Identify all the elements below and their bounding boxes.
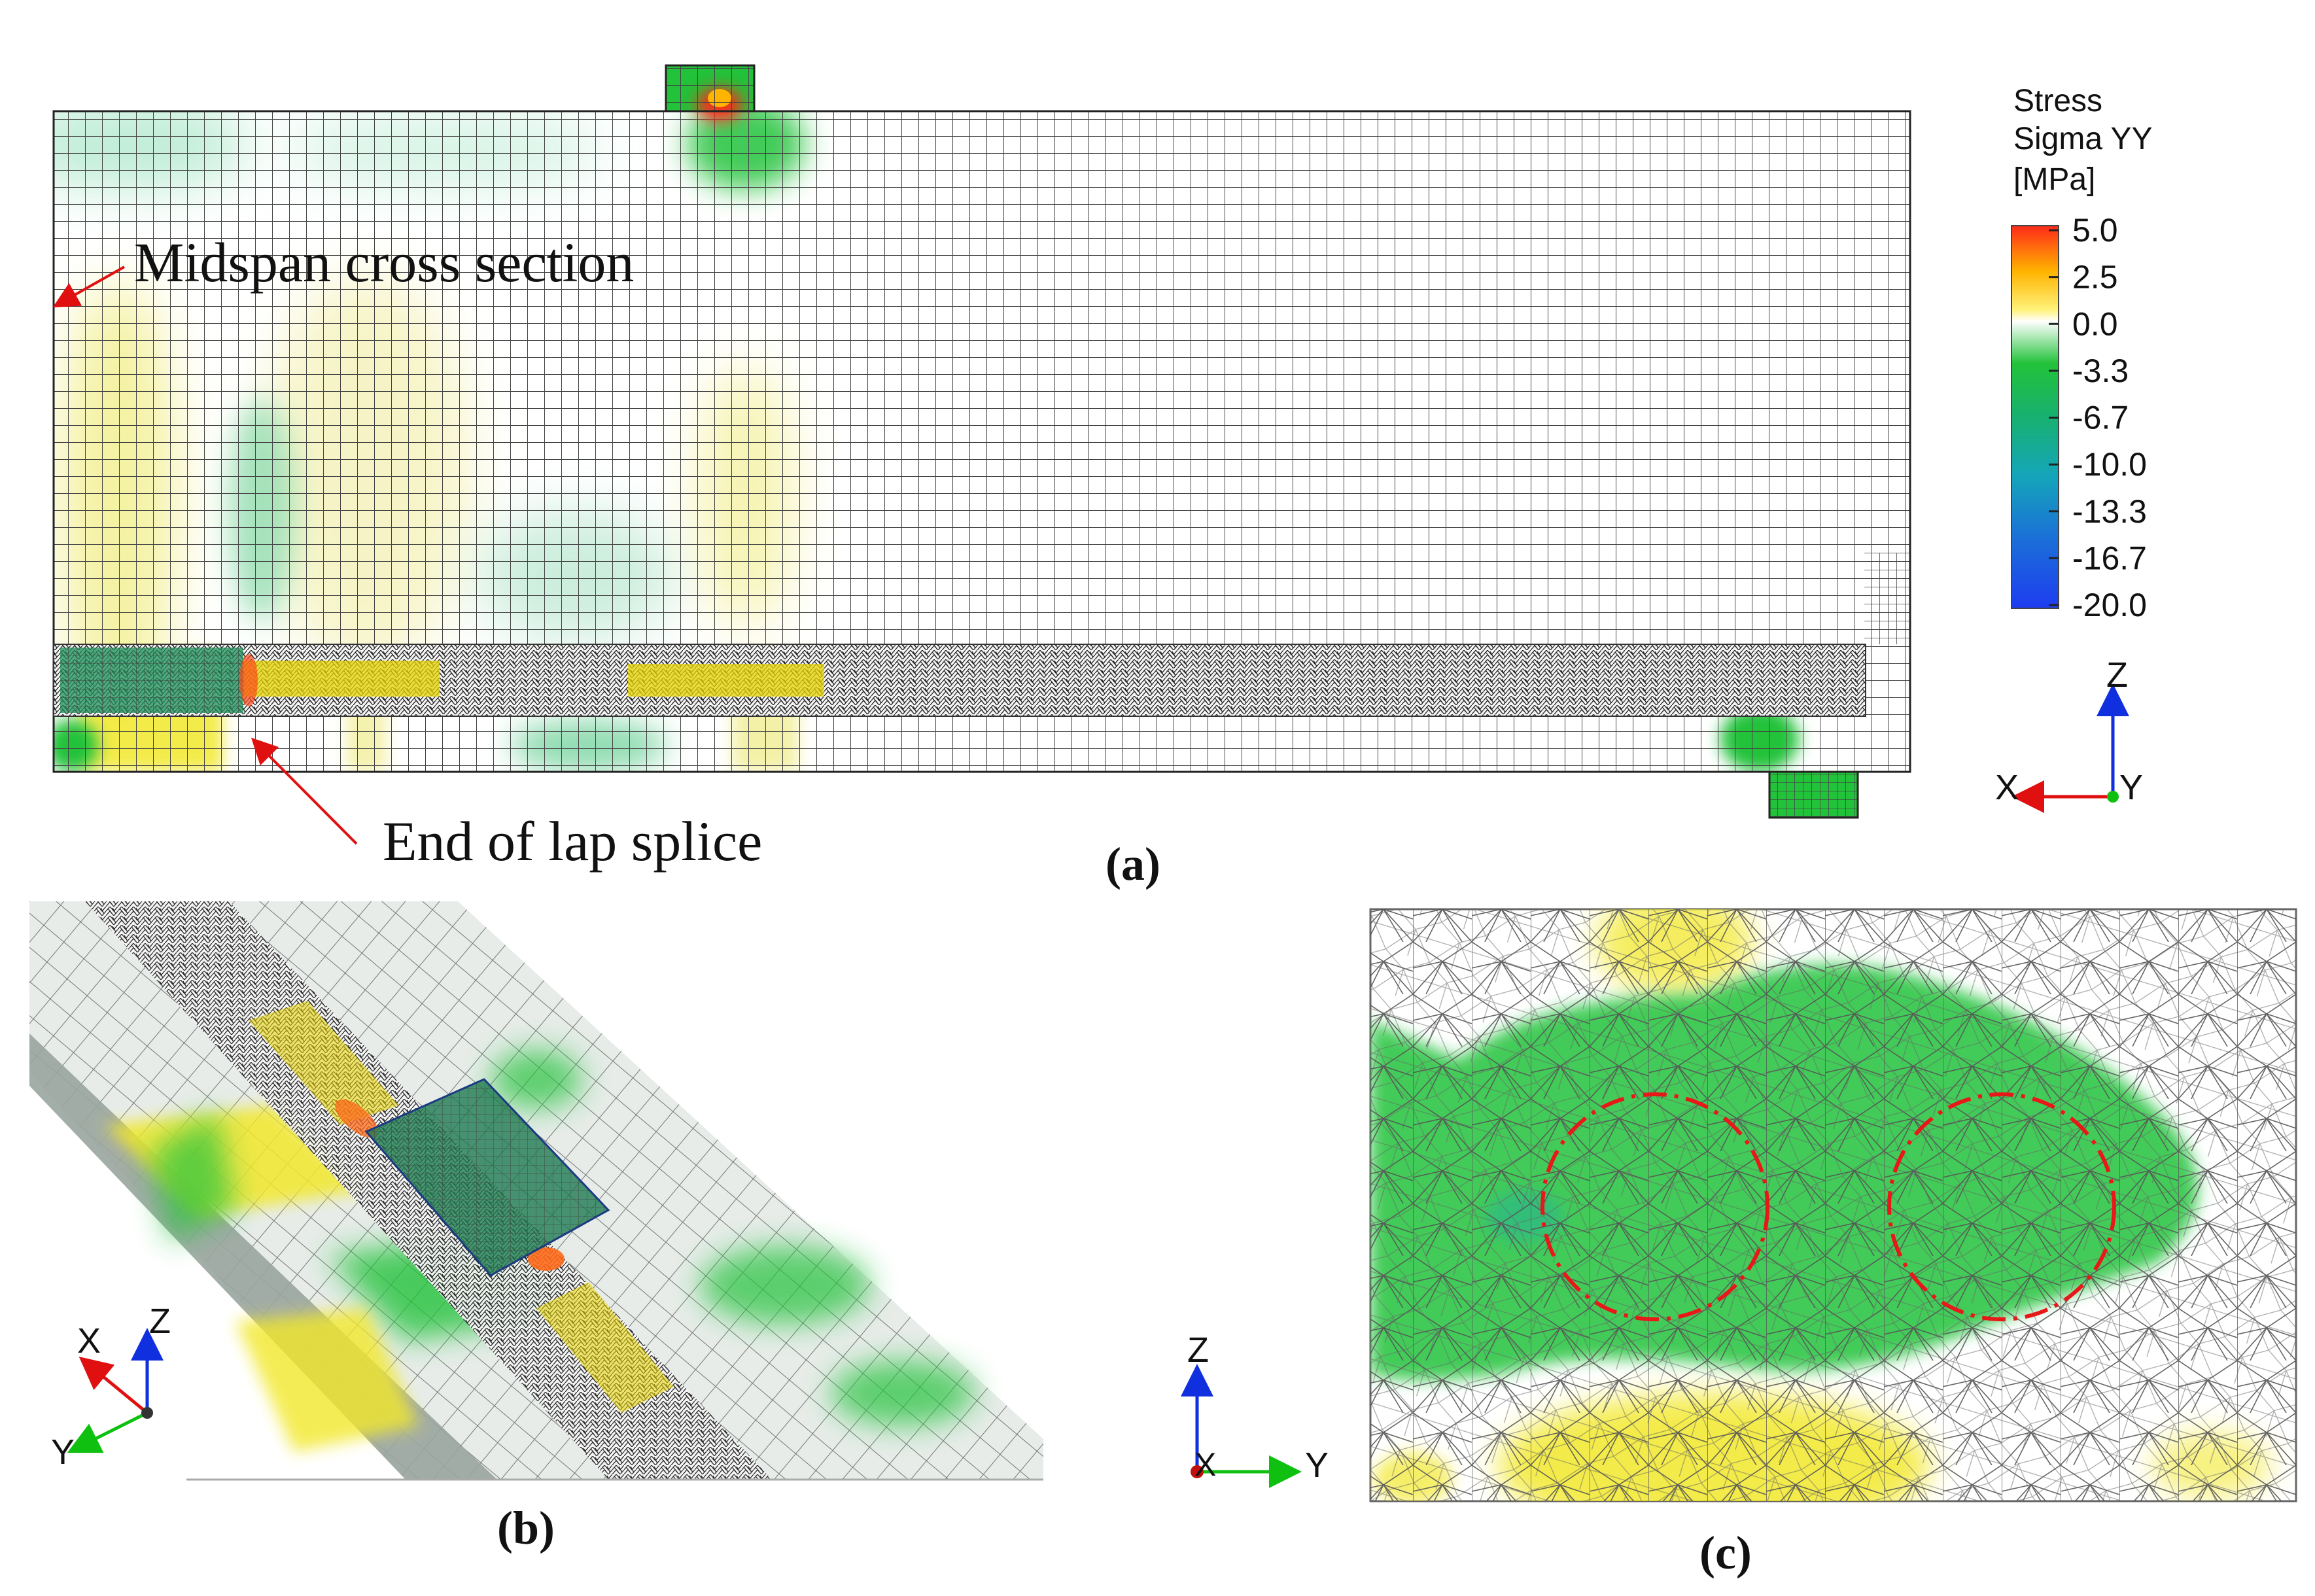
axis-z-label-a: Z (2106, 655, 2128, 695)
panel-c: Z Y X (c) (1181, 908, 2297, 1579)
axis-x-label-b: X (77, 1321, 101, 1361)
legend-title-3: [MPa] (2013, 162, 2095, 197)
legend-tick-label: 0.0 (2072, 305, 2118, 342)
rebar-circle-right (1887, 1092, 2116, 1321)
legend-title-2: Sigma YY (2013, 122, 2153, 156)
panel-a: Midspan cross section End of lap splice … (52, 64, 2153, 890)
axis-x-label-a: X (1995, 768, 2019, 807)
lap-splice-label: End of lap splice (383, 810, 762, 873)
legend-tick-label: -16.7 (2072, 540, 2147, 576)
legend-tick-label: 2.5 (2072, 259, 2118, 296)
legend-tick-label: -10.0 (2072, 446, 2147, 483)
caption-b: (b) (497, 1502, 555, 1554)
midspan-label: Midspan cross section (134, 231, 634, 294)
legend-tick-label: -6.7 (2072, 400, 2129, 436)
legend-tick-label: 5.0 (2072, 212, 2118, 249)
axis-x-label-c: X (1194, 1446, 1216, 1483)
caption-a: (a) (1105, 838, 1160, 890)
lap-splice-annotation: End of lap splice (251, 737, 762, 873)
rebar-band (53, 644, 1866, 717)
legend-title-1: Stress (2013, 84, 2102, 118)
legend-tick-label: -3.3 (2072, 353, 2129, 389)
beam-outline (52, 110, 1911, 773)
legend-tick-label: -20.0 (2072, 587, 2147, 623)
loading-plate (665, 64, 756, 121)
axis-y-label-c: Y (1305, 1446, 1329, 1485)
panel-b: X Z Y (b) (29, 901, 1043, 1554)
midspan-annotation: Midspan cross section (52, 231, 634, 307)
axis-y-label-a: Y (2119, 768, 2143, 807)
axis-triad-b: X Z Y (51, 1302, 171, 1472)
caption-c: (c) (1699, 1527, 1752, 1579)
axis-triad-a: Z X Y (1995, 655, 2143, 813)
rebar-circle-left (1540, 1092, 1769, 1321)
legend-tick-label: -13.3 (2072, 493, 2147, 530)
axis-z-label-c: Z (1187, 1330, 1209, 1370)
axis-y-label-b: Y (51, 1432, 75, 1472)
support-plate (1768, 771, 1859, 819)
axis-triad-c: Z Y X (1181, 1330, 1329, 1488)
stress-legend: Stress Sigma YY [MPa] 5.0 2.5 0.0 -3.3 -6.7 -… (2011, 84, 2153, 623)
axis-z-label-b: Z (149, 1302, 171, 1341)
